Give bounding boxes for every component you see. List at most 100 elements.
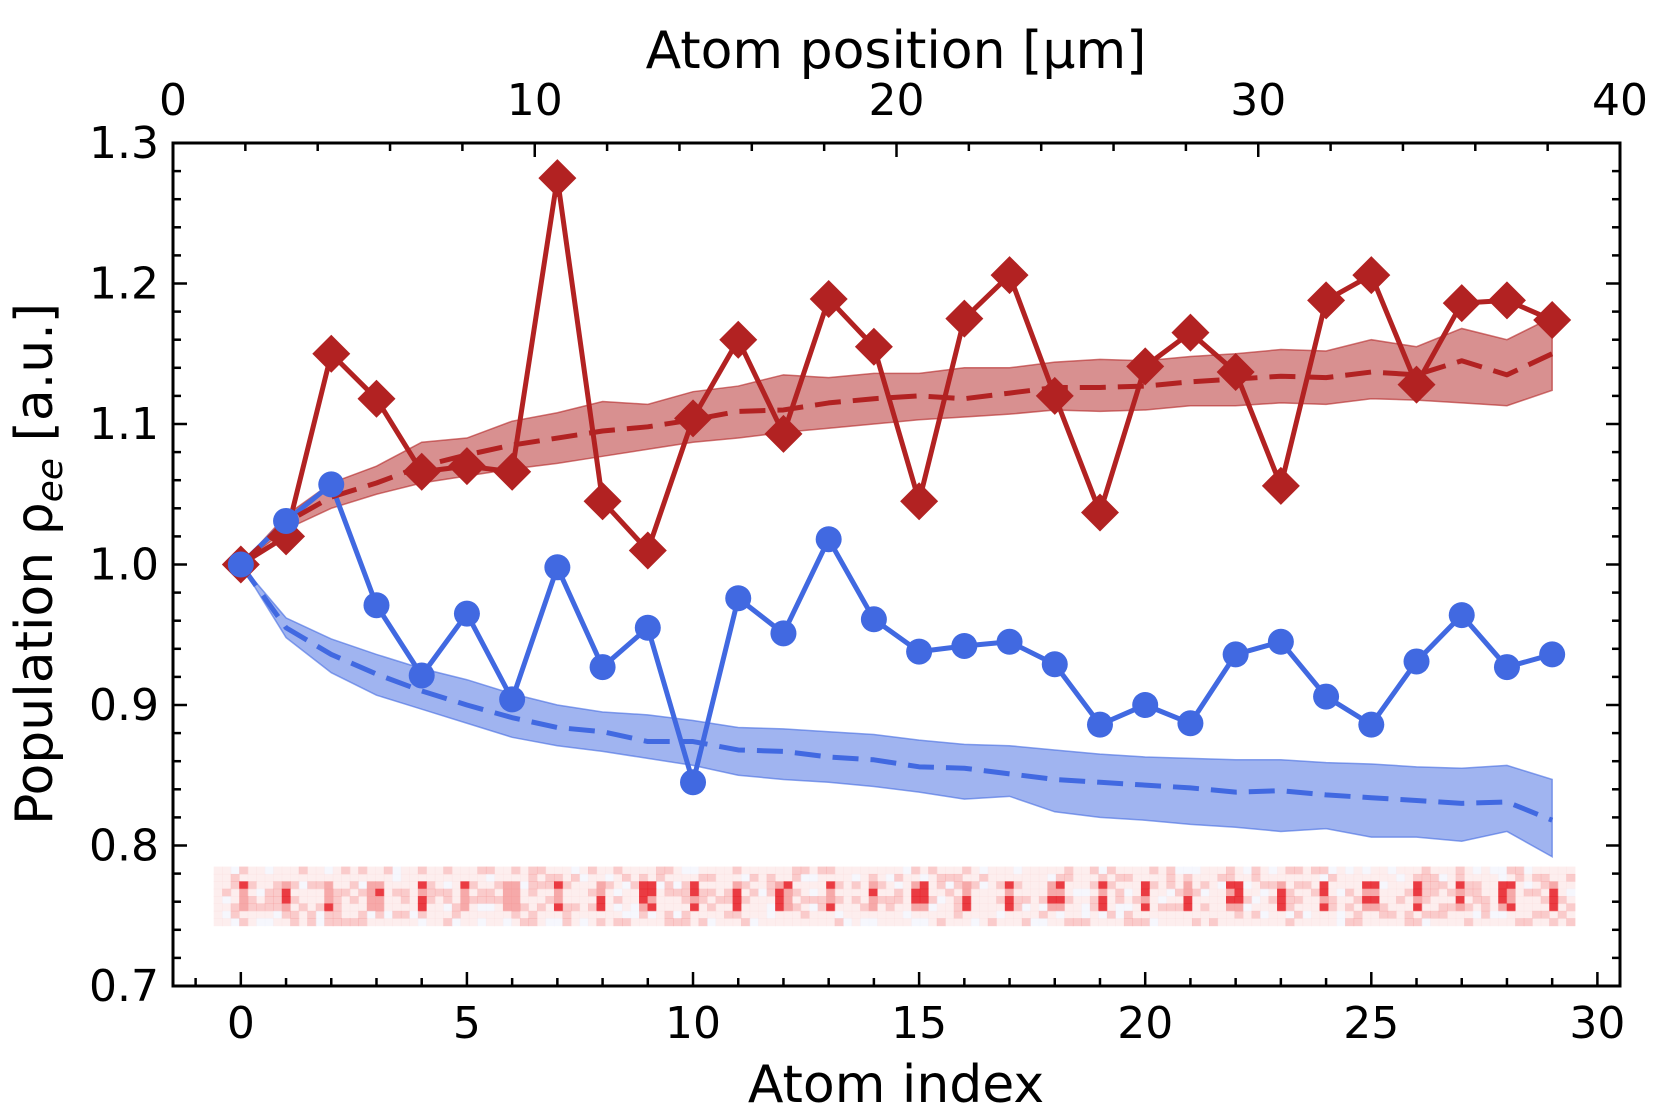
inset-pixel [1345,866,1355,875]
inset-pixel [443,866,453,875]
series-1-point [996,628,1023,655]
inset-pixel [843,866,853,875]
inset-pixel [1251,866,1261,875]
series-1-point [725,585,752,612]
inset-pixel [366,910,376,919]
inset-pixel [417,881,427,890]
inset-pixel [664,866,674,875]
inset-pixel [1515,903,1525,912]
inset-pixel [1438,888,1448,897]
inset-pixel [1447,866,1457,875]
inset-pixel [570,903,581,912]
inset-pixel [1268,881,1278,890]
inset-pixel [894,888,904,897]
inset-pixel [256,866,266,875]
inset-pixel [1294,866,1304,875]
series-0-point [583,482,622,521]
inset-pixel [1132,873,1142,882]
inset-pixel [1430,888,1440,897]
inset-pixel [656,888,666,897]
inset-pixel [843,881,853,890]
inset-pixel [690,873,700,882]
inset-pixel [647,866,657,875]
inset-pixel [1472,903,1482,912]
inset-pixel [1004,881,1014,890]
inset-pixel [451,903,461,912]
inset-pixel [1438,881,1448,890]
inset-pixel [1498,873,1508,882]
inset-pixel [630,896,640,905]
y-tick-label: 0.9 [89,680,159,731]
inset-pixel [1472,888,1482,897]
inset-pixel [911,903,921,912]
y-axis-title-unit: [a.u.] [5,303,65,458]
inset-pixel [962,896,972,905]
series-0-point [1035,376,1074,415]
inset-pixel [1260,866,1270,875]
inset-pixel [1540,918,1550,927]
inset-pixel [1047,888,1057,897]
inset-pixel [681,896,691,905]
inset-pixel [1285,903,1295,912]
inset-pixel [1243,888,1253,897]
inset-pixel [307,910,317,919]
inset-pixel [1549,896,1559,905]
inset-pixel [817,866,827,875]
inset-pixel [519,918,530,927]
series-0-point [1397,365,1436,404]
inset-pixel [349,873,359,882]
inset-pixel [536,866,547,875]
inset-pixel [1549,888,1559,897]
inset-pixel [494,903,504,912]
inset-pixel [264,881,274,890]
inset-pixel [468,888,479,897]
inset-pixel [332,918,342,927]
inset-pixel [213,881,223,890]
inset-pixel [1540,910,1550,919]
inset-pixel [281,873,291,882]
inset-pixel [570,881,581,890]
inset-pixel [1089,866,1100,875]
inset-pixel [434,866,444,875]
inset-pixel [1183,866,1193,875]
inset-pixel [979,888,989,897]
inset-pixel [1455,910,1465,919]
inset-pixel [1557,918,1567,927]
inset-pixel [1132,918,1142,927]
inset-pixel [834,881,844,890]
inset-pixel [843,918,853,927]
inset-pixel [1540,888,1550,897]
inset-pixel [1336,896,1346,905]
inset-pixel [605,918,615,927]
inset-pixel [707,881,717,890]
inset-pixel [1532,918,1542,927]
inset-pixel [1038,910,1048,919]
inset-pixel [264,888,274,897]
inset-pixel [307,896,317,905]
inset-pixel [358,873,368,882]
inset-pixel [1098,873,1108,882]
inset-pixel [1021,896,1031,905]
inset-pixel [1345,873,1355,882]
inset-pixel [426,888,436,897]
inset-pixel [1166,903,1176,912]
inset-pixel [1208,881,1219,890]
inset-pixel [894,881,904,890]
inset-pixel [1089,888,1100,897]
inset-pixel [715,873,725,882]
inset-pixel [1081,866,1091,875]
inset-pixel [656,873,666,882]
series-1-point [860,606,887,633]
inset-pixel [1438,866,1448,875]
inset-pixel [1302,866,1312,875]
series-0-point [1216,353,1255,392]
inset-pixel [605,888,615,897]
inset-pixel [826,896,836,905]
inset-pixel [239,918,249,927]
inset-pixel [1506,866,1516,875]
inset-pixel [1396,896,1406,905]
inset-pixel [213,910,223,919]
inset-pixel [894,866,904,875]
inset-pixel [690,866,700,875]
inset-pixel [681,873,691,882]
